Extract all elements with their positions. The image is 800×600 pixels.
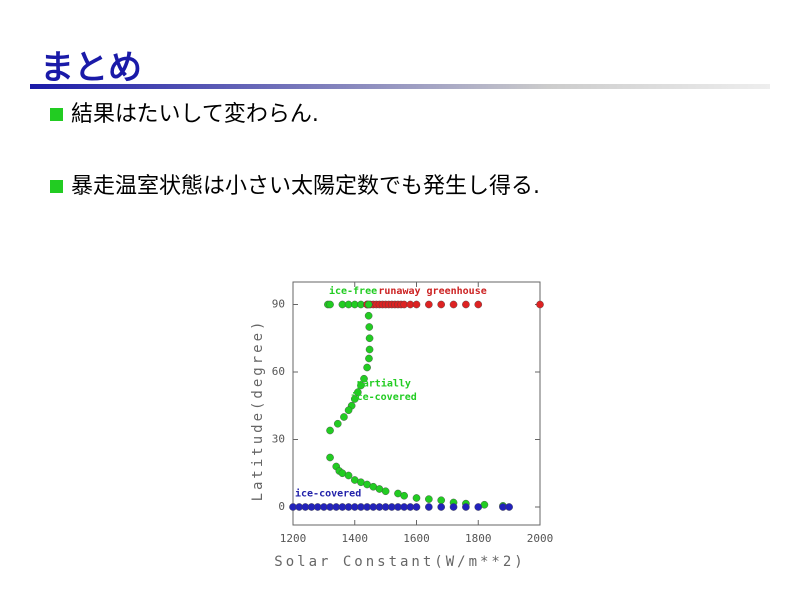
x-axis-label: Solar Constant(W/m**2) — [274, 554, 525, 570]
title-rule — [30, 84, 770, 89]
point — [449, 300, 458, 309]
point — [412, 300, 421, 309]
y-tick-label: 30 — [272, 433, 285, 446]
point — [363, 363, 371, 372]
point — [536, 300, 544, 309]
point — [437, 300, 446, 309]
point — [474, 503, 483, 511]
point — [365, 354, 373, 363]
point — [326, 426, 334, 435]
point — [425, 495, 433, 503]
point — [364, 300, 373, 309]
annotation: ice-covered — [295, 488, 361, 500]
x-tick-label: 1200 — [280, 532, 307, 545]
point — [449, 503, 458, 511]
point — [350, 395, 359, 403]
y-tick-label: 90 — [272, 298, 285, 311]
slide-title: まとめ — [40, 48, 142, 88]
point — [462, 503, 470, 511]
point — [344, 406, 353, 415]
bullet-text: 暴走温室状態は小さい太陽定数でも発生し得る. — [71, 174, 540, 199]
x-tick-label: 1800 — [465, 532, 492, 545]
point — [360, 374, 368, 383]
annotation: ice-free — [329, 285, 377, 297]
point — [412, 494, 421, 502]
bullet: 暴走温室状態は小さい太陽定数でも発生し得る. — [50, 168, 540, 200]
point — [412, 503, 421, 511]
bullet-text: 結果はたいして変わらん. — [71, 102, 319, 127]
point — [437, 503, 446, 511]
x-tick-label: 1600 — [403, 532, 430, 545]
point — [354, 388, 362, 397]
x-tick-label: 2000 — [527, 532, 554, 545]
y-tick-label: 60 — [272, 365, 285, 378]
annotation: partially — [357, 377, 411, 389]
point — [333, 419, 342, 428]
point — [365, 334, 374, 343]
point — [462, 300, 470, 309]
bullet: 結果はたいして変わらん. — [50, 96, 319, 128]
point — [400, 491, 408, 500]
point — [365, 345, 374, 354]
y-axis-label: Latitude(degree) — [250, 319, 266, 502]
point — [474, 300, 483, 309]
point — [326, 300, 334, 309]
point — [326, 453, 334, 462]
y-tick-label: 0 — [278, 500, 285, 513]
point — [425, 300, 433, 309]
point — [340, 413, 348, 421]
point — [357, 381, 365, 390]
annotation: ice-covered — [351, 391, 417, 403]
point — [381, 487, 390, 496]
point — [344, 471, 353, 480]
annotation: runaway greenhouse — [378, 286, 486, 297]
x-tick-label: 1400 — [342, 532, 369, 545]
point — [364, 311, 373, 320]
point — [437, 496, 446, 505]
point — [505, 503, 513, 511]
point — [365, 323, 374, 331]
point — [425, 503, 433, 511]
